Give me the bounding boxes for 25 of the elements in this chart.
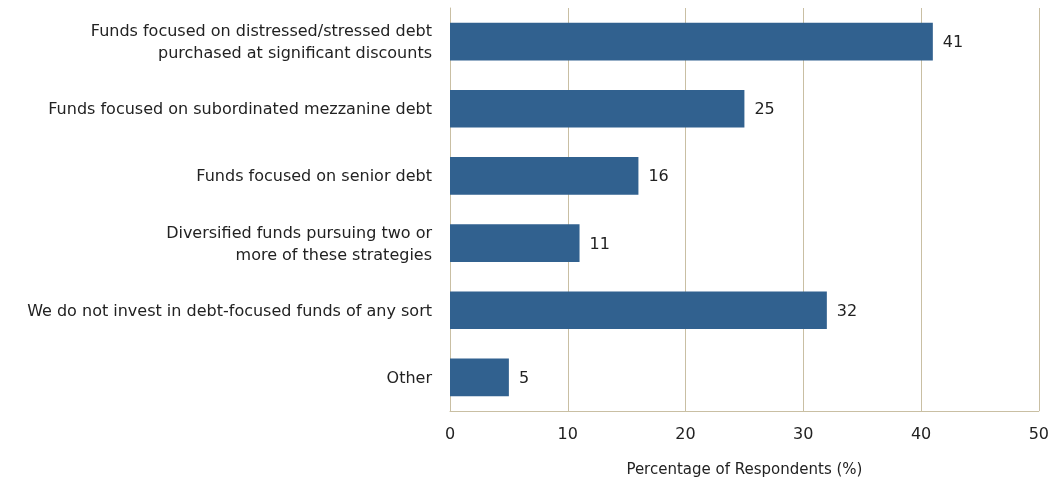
y-tick-label: Funds focused on subordinated mezzanine debt bbox=[48, 99, 432, 119]
x-tick-label: 0 bbox=[444, 423, 456, 443]
data-label: 41 bbox=[942, 32, 964, 52]
x-tick-label: 40 bbox=[910, 423, 932, 443]
bar bbox=[450, 358, 509, 397]
y-tick-label: Funds focused on distressed/stressed debt purchased at significant discounts bbox=[90, 21, 432, 63]
bar bbox=[450, 291, 827, 330]
x-tick-label: 50 bbox=[1028, 423, 1049, 443]
data-label: 16 bbox=[648, 166, 669, 186]
x-tick-label: 10 bbox=[557, 423, 578, 443]
y-tick-label: Funds focused on senior debt bbox=[196, 166, 432, 186]
bar bbox=[450, 157, 639, 195]
data-label: 11 bbox=[589, 233, 610, 253]
bar bbox=[450, 89, 745, 128]
bar bbox=[450, 224, 580, 262]
x-axis-title: Percentage of Respondents (%) bbox=[626, 459, 863, 478]
y-tick-label: We do not invest in debt-focused funds of any sort bbox=[27, 300, 432, 320]
data-label: 25 bbox=[754, 99, 775, 119]
x-tick-label: 20 bbox=[675, 423, 696, 443]
data-label: 32 bbox=[836, 300, 858, 320]
y-tick-label: Other bbox=[386, 367, 433, 387]
y-tick-label: Diversified funds pursuing two or more of these strategies bbox=[166, 222, 433, 264]
x-tick-label: 30 bbox=[793, 423, 814, 443]
data-label: 5 bbox=[518, 367, 530, 387]
bar bbox=[450, 22, 933, 61]
